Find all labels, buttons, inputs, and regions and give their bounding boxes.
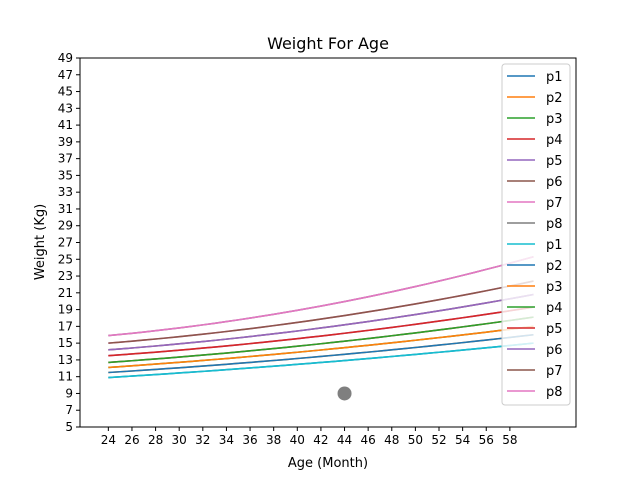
- legend-label: p3: [546, 112, 563, 127]
- x-tick-label: 54: [455, 433, 470, 447]
- y-tick-label: 9: [65, 386, 73, 400]
- x-axis-label: Age (Month): [288, 456, 368, 471]
- x-tick-label: 52: [431, 433, 446, 447]
- legend-label: p3: [546, 280, 563, 295]
- series-line-p5: [108, 306, 534, 357]
- x-tick-label: 56: [479, 433, 494, 447]
- y-tick-label: 5: [65, 420, 73, 434]
- legend-label: p7: [546, 364, 563, 379]
- legend-label: p8: [546, 217, 563, 232]
- y-tick-label: 25: [58, 252, 73, 266]
- y-tick-label: 21: [58, 286, 73, 300]
- series-line-p8: [108, 255, 534, 337]
- legend-label: p2: [546, 259, 563, 274]
- y-tick-label: 27: [58, 236, 73, 250]
- y-tick-label: 49: [58, 51, 73, 65]
- y-tick-label: 43: [58, 101, 73, 115]
- x-tick-label: 58: [502, 433, 517, 447]
- y-tick-label: 31: [58, 202, 73, 216]
- y-tick-label: 19: [58, 303, 73, 317]
- x-tick-label: 46: [361, 433, 376, 447]
- x-tick-label: 50: [408, 433, 423, 447]
- y-tick-label: 11: [58, 370, 73, 384]
- y-tick-label: 41: [58, 118, 73, 132]
- x-tick-label: 34: [219, 433, 234, 447]
- series-line-p3: [108, 325, 534, 369]
- x-tick-label: 40: [290, 433, 305, 447]
- data-point: [337, 386, 352, 401]
- y-tick-label: 15: [58, 336, 73, 350]
- y-tick-label: 37: [58, 152, 73, 166]
- x-tick-label: 48: [384, 433, 399, 447]
- x-tick-label: 42: [313, 433, 328, 447]
- y-tick-label: 29: [58, 219, 73, 233]
- chart-title: Weight For Age: [267, 34, 389, 53]
- legend-label: p2: [546, 91, 563, 106]
- x-tick-label: 30: [172, 433, 187, 447]
- legend-label: p1: [546, 238, 563, 253]
- plot-frame: [79, 57, 577, 428]
- y-tick-label: 17: [58, 319, 73, 333]
- x-tick-label: 38: [266, 433, 281, 447]
- y-tick-label: 45: [58, 85, 73, 99]
- legend-label: p4: [546, 301, 563, 316]
- x-tick-label: 24: [101, 433, 116, 447]
- series-line-p4: [108, 316, 534, 364]
- legend-label: p5: [546, 322, 563, 337]
- x-tick-label: 26: [124, 433, 139, 447]
- legend-label: p6: [546, 343, 563, 358]
- legend-label: p5: [546, 154, 563, 169]
- y-tick-label: 33: [58, 185, 73, 199]
- y-tick-label: 35: [58, 168, 73, 182]
- y-axis-label: Weight (Kg): [33, 204, 48, 280]
- legend-label: p1: [546, 70, 563, 85]
- series-line-p6: [108, 293, 534, 351]
- legend-label: p4: [546, 133, 563, 148]
- legend-label: p6: [546, 175, 563, 190]
- x-tick-label: 44: [337, 433, 352, 447]
- series-line-p7: [108, 280, 534, 344]
- y-tick-label: 7: [65, 403, 73, 417]
- y-tick-label: 39: [58, 135, 73, 149]
- x-tick-label: 28: [148, 433, 163, 447]
- series-line-p1: [108, 342, 534, 379]
- y-tick-label: 13: [58, 353, 73, 367]
- y-tick-label: 23: [58, 269, 73, 283]
- legend-label: p8: [546, 385, 563, 400]
- legend: [501, 63, 571, 406]
- x-tick-label: 32: [195, 433, 210, 447]
- legend-label: p7: [546, 196, 563, 211]
- series-line-p2: [108, 333, 534, 374]
- x-tick-label: 36: [242, 433, 257, 447]
- y-tick-label: 47: [58, 68, 73, 82]
